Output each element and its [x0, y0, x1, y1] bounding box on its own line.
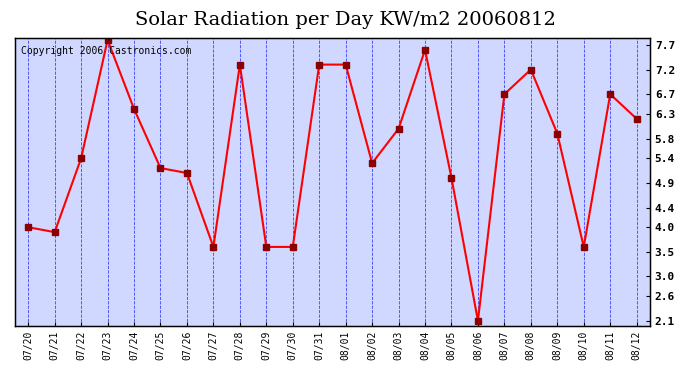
- Text: Solar Radiation per Day KW/m2 20060812: Solar Radiation per Day KW/m2 20060812: [135, 11, 555, 29]
- Text: Copyright 2006 Castronics.com: Copyright 2006 Castronics.com: [21, 46, 192, 56]
